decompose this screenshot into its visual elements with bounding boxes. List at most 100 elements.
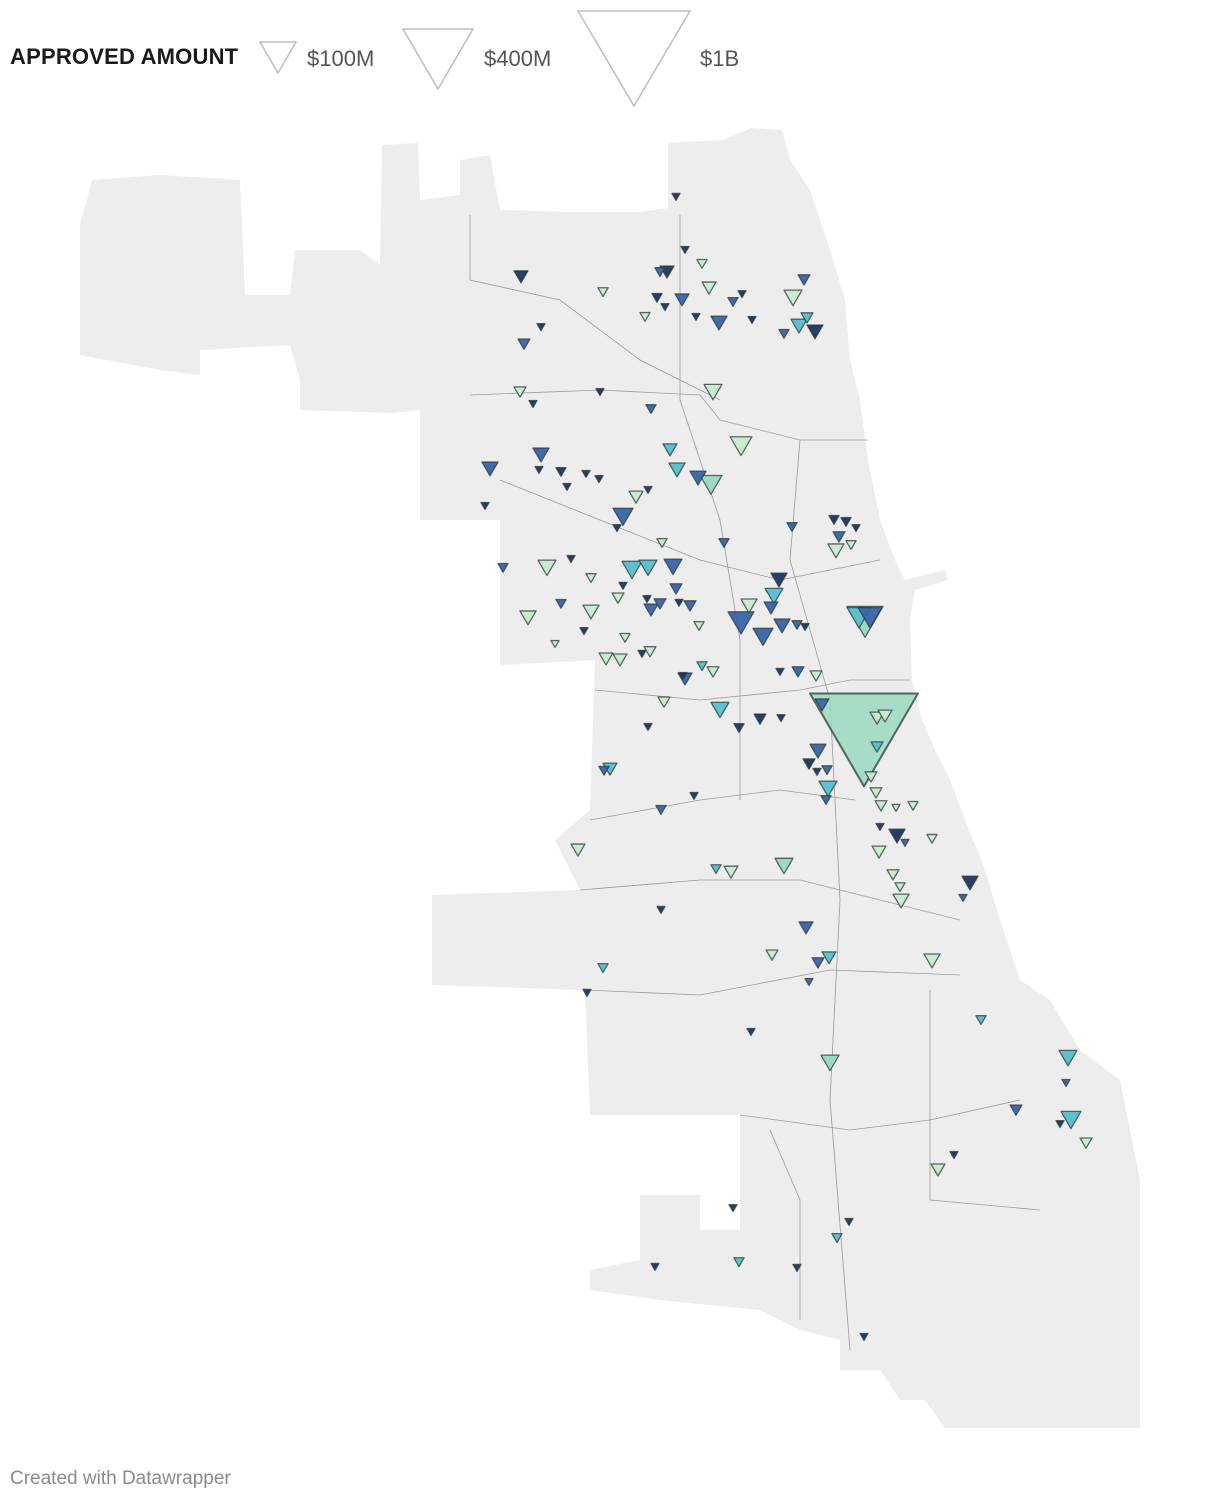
project-marker[interactable]	[537, 559, 557, 577]
project-marker[interactable]	[877, 709, 893, 723]
project-marker[interactable]	[638, 559, 658, 577]
project-marker[interactable]	[660, 302, 670, 312]
project-marker[interactable]	[727, 611, 755, 635]
project-marker[interactable]	[628, 490, 644, 504]
project-marker[interactable]	[513, 386, 527, 398]
project-marker[interactable]	[900, 838, 910, 848]
project-marker[interactable]	[570, 843, 586, 857]
project-marker[interactable]	[689, 791, 699, 801]
project-marker[interactable]	[747, 315, 757, 325]
project-marker[interactable]	[671, 192, 681, 202]
project-marker[interactable]	[663, 558, 683, 576]
project-marker[interactable]	[797, 274, 811, 286]
project-marker[interactable]	[753, 713, 767, 725]
project-marker[interactable]	[727, 296, 739, 308]
project-marker[interactable]	[581, 469, 591, 479]
project-marker[interactable]	[566, 554, 576, 564]
project-marker[interactable]	[892, 893, 910, 909]
project-marker[interactable]	[770, 572, 788, 588]
project-marker[interactable]	[555, 598, 567, 609]
project-marker[interactable]	[869, 787, 883, 799]
project-marker[interactable]	[683, 600, 697, 612]
project-marker[interactable]	[845, 540, 857, 551]
project-marker[interactable]	[668, 462, 686, 478]
project-marker[interactable]	[654, 267, 666, 278]
project-marker[interactable]	[674, 598, 684, 607]
project-marker[interactable]	[674, 293, 690, 307]
project-marker[interactable]	[582, 604, 600, 620]
project-marker[interactable]	[1009, 1104, 1023, 1116]
project-marker[interactable]	[806, 324, 824, 340]
project-marker[interactable]	[812, 767, 822, 776]
project-marker[interactable]	[798, 921, 814, 935]
project-marker[interactable]	[764, 587, 784, 605]
project-marker[interactable]	[1061, 1078, 1071, 1088]
project-marker[interactable]	[729, 436, 753, 457]
project-marker[interactable]	[619, 632, 631, 643]
project-marker[interactable]	[597, 963, 609, 974]
project-marker[interactable]	[662, 443, 678, 457]
project-marker[interactable]	[740, 598, 758, 614]
project-marker[interactable]	[693, 620, 705, 632]
project-marker[interactable]	[710, 701, 730, 719]
project-marker[interactable]	[710, 315, 728, 331]
project-marker[interactable]	[689, 470, 707, 486]
project-marker[interactable]	[550, 639, 560, 649]
project-marker[interactable]	[975, 1015, 987, 1026]
project-marker[interactable]	[696, 258, 708, 269]
project-marker[interactable]	[621, 560, 643, 580]
project-marker[interactable]	[765, 949, 779, 961]
project-marker[interactable]	[612, 507, 634, 527]
project-marker[interactable]	[691, 312, 701, 322]
project-marker[interactable]	[653, 598, 667, 610]
project-marker[interactable]	[582, 988, 592, 997]
project-marker[interactable]	[656, 538, 668, 549]
project-marker[interactable]	[680, 245, 690, 255]
project-marker[interactable]	[519, 610, 537, 626]
project-marker[interactable]	[1060, 1110, 1082, 1130]
project-marker[interactable]	[831, 1232, 843, 1244]
project-marker[interactable]	[811, 957, 825, 969]
project-marker[interactable]	[961, 875, 979, 891]
project-marker[interactable]	[871, 845, 887, 859]
project-marker[interactable]	[699, 474, 723, 495]
project-marker[interactable]	[907, 800, 919, 811]
project-marker[interactable]	[1058, 1049, 1078, 1067]
project-marker[interactable]	[639, 311, 651, 322]
project-marker[interactable]	[706, 666, 720, 678]
project-marker[interactable]	[804, 977, 814, 987]
project-marker[interactable]	[579, 626, 589, 636]
project-marker[interactable]	[828, 514, 840, 525]
project-marker[interactable]	[737, 290, 747, 299]
project-marker[interactable]	[650, 1262, 660, 1272]
project-marker[interactable]	[763, 601, 779, 615]
project-marker[interactable]	[598, 652, 614, 666]
project-marker[interactable]	[1055, 1119, 1065, 1129]
project-marker[interactable]	[832, 531, 846, 543]
project-marker[interactable]	[958, 893, 968, 903]
project-marker[interactable]	[786, 522, 798, 533]
project-marker[interactable]	[802, 758, 816, 770]
project-marker[interactable]	[800, 312, 814, 324]
project-marker[interactable]	[497, 562, 509, 573]
project-marker[interactable]	[809, 670, 823, 682]
project-marker[interactable]	[651, 292, 663, 303]
project-marker[interactable]	[701, 281, 717, 295]
project-marker[interactable]	[703, 383, 723, 401]
project-marker[interactable]	[818, 780, 838, 798]
project-marker[interactable]	[894, 882, 906, 893]
project-marker[interactable]	[870, 741, 884, 753]
project-marker[interactable]	[481, 461, 499, 477]
project-marker[interactable]	[875, 822, 885, 832]
project-marker[interactable]	[783, 289, 803, 307]
project-marker[interactable]	[792, 1263, 802, 1273]
project-marker[interactable]	[480, 501, 490, 511]
project-marker[interactable]	[949, 1150, 959, 1160]
project-marker[interactable]	[844, 1217, 854, 1227]
project-marker[interactable]	[643, 722, 653, 732]
project-marker[interactable]	[598, 765, 610, 776]
project-marker[interactable]	[678, 671, 688, 681]
project-marker[interactable]	[597, 287, 609, 298]
project-marker[interactable]	[536, 323, 546, 332]
project-marker[interactable]	[776, 714, 786, 723]
